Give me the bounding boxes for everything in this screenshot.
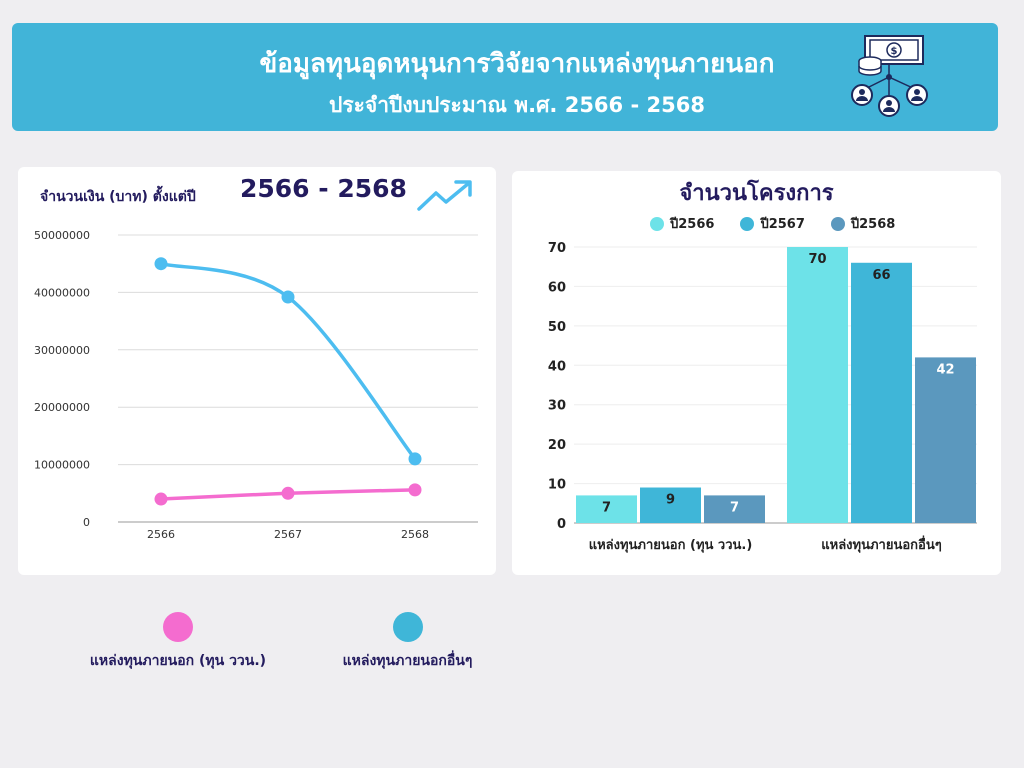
trending-up-icon [417,180,472,211]
svg-text:$: $ [891,46,898,57]
bar-value-label: 42 [936,362,954,377]
bar-chart-card: จำนวนโครงการ ปี2566 ปี2567 ปี2568 0 10 20 3… [512,171,1001,575]
data-point [154,492,168,506]
page-subtitle: ประจำปีงบประมาณ พ.ศ. 2566 - 2568 [329,93,705,117]
x-tick-label: 2568 [401,528,429,541]
data-point [281,486,295,500]
y-tick-label: 40 [548,359,566,374]
y-tick-label: 0 [83,516,90,529]
bar-value-label: 66 [872,268,890,283]
legend-swatch-2567 [740,216,755,231]
title-banner: ข้อมูลทุนอุดหนุนการวิจัยจากแหล่งทุนภายนอ… [12,23,998,131]
y-tick-label: 60 [548,280,566,295]
y-tick-label: 30 [548,399,566,414]
bar [640,487,701,523]
legend-label-2566: ปี2566 [670,217,715,232]
bar-chart: 0 10 20 30 40 50 60 70 7 9 7 70 66 42 แหล่งทุนภายนอก (… [548,241,977,553]
bar [915,357,976,523]
y-tick-label: 0 [557,517,566,532]
bar-value-label: 7 [730,500,739,515]
legend-swatch-2568 [830,216,845,231]
data-point [154,257,168,271]
line-legend-item-wun: แหล่งทุนภายนอก (ทุน ววน.) [78,612,278,672]
line-legend-swatch-wun [163,612,193,642]
bar [576,495,637,523]
bar-value-label: 9 [666,493,675,508]
line-legend-swatch-other [392,612,423,642]
data-point [408,483,422,497]
y-tick-label: 40000000 [34,286,90,299]
x-tick-label: 2567 [274,528,302,541]
y-tick-label: 10 [548,478,566,493]
y-tick-label: 50 [548,320,566,335]
legend-item-2567: ปี2567 [740,213,805,234]
legend-label-2568: ปี2568 [850,217,896,232]
data-point [281,290,295,304]
bar-value-label: 7 [602,500,611,515]
line-chart: 0 10000000 20000000 30000000 40000000 5000000… [34,229,478,541]
y-tick-label: 30000000 [34,344,90,357]
bar-chart-title: จำนวนโครงการ [679,181,834,206]
y-tick-label: 20 [548,438,566,453]
page-title: ข้อมูลทุนอุดหนุนการวิจัยจากแหล่งทุนภายนอ… [259,49,775,79]
line-legend-label-wun: แหล่งทุนภายนอก (ทุน ววน.) [89,653,267,669]
y-tick-label: 50000000 [34,229,90,242]
y-tick-label: 70 [548,241,566,256]
x-tick-label: 2566 [147,528,175,541]
category-label: แหล่งทุนภายนอก (ทุน ววน.) [589,538,753,553]
bar [851,262,912,523]
bar-chart-legend: ปี2566 ปี2567 ปี2568 [650,213,895,234]
legend-swatch-2566 [650,216,664,231]
line-chart-card: จำนวนเงิน (บาท) ตั้งแต่ปี 2566 - 2568 0 1… [18,167,496,575]
bar-value-label: 70 [808,252,826,267]
data-point [408,452,422,466]
legend-item-2566: ปี2566 [650,213,714,234]
bar [704,495,765,523]
line-legend-label-other: แหล่งทุนภายนอกอื่นๆ [342,653,473,669]
y-tick-label: 10000000 [34,459,90,472]
line-chart-title: จำนวนเงิน (บาท) ตั้งแต่ปี [40,189,196,205]
legend-label-2567: ปี2567 [760,217,805,232]
category-label: แหล่งทุนภายนอกอื่นๆ [821,535,941,553]
line-legend-item-other: แหล่งทุนภายนอกอื่นๆ [330,612,485,672]
funding-network-icon: $ [851,35,928,117]
bar [787,247,848,523]
line-chart-year-range: 2566 - 2568 [240,174,407,203]
y-tick-label: 20000000 [34,401,90,414]
legend-item-2568: ปี2568 [830,213,896,234]
